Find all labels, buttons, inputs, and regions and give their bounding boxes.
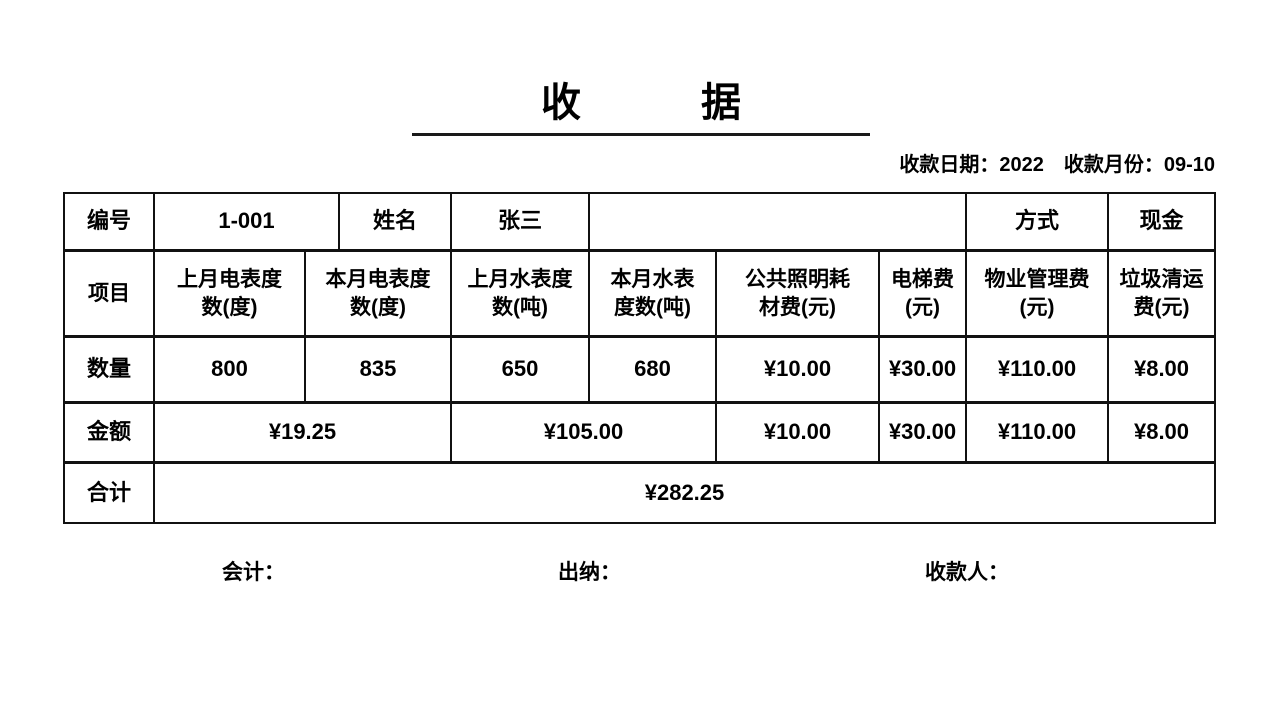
cell-amount-property-mgmt: ¥110.00 xyxy=(967,404,1109,461)
cell-amount-electricity: ¥19.25 xyxy=(155,404,452,461)
cell-qty-lighting: ¥10.00 xyxy=(717,338,880,401)
cell-item-water-curr: 本月水表 度数(吨) xyxy=(590,252,717,335)
receipt-date: 收款日期：2022 xyxy=(899,154,1044,176)
cell-method-value: 现金 xyxy=(1139,208,1184,234)
cell-amount-lighting: ¥10.00 xyxy=(717,404,880,461)
cell-item-elec-prev: 上月电表度 数(度) xyxy=(155,252,306,335)
cell-total-value: ¥282.25 xyxy=(644,479,725,505)
cell-qty-water-prev: 650 xyxy=(452,338,590,401)
cell-qty-elec-curr: 835 xyxy=(306,338,452,401)
cell-name-value: 张三 xyxy=(452,194,590,249)
table-row-quantity: 数量 800 835 650 680 ¥10.00 ¥30.00 ¥110.00… xyxy=(65,338,1214,404)
table-row-total: 合计 ¥282.25 xyxy=(65,464,1214,522)
cell-amount-elevator: ¥30.00 xyxy=(880,404,967,461)
cell-item-lighting: 公共照明耗 材费(元) xyxy=(717,252,880,335)
cell-item-garbage: 垃圾清运 费(元) xyxy=(1119,268,1204,319)
cell-qty-elec-prev: 800 xyxy=(155,338,306,401)
table-row-amount: 金额 ¥19.25 ¥105.00 ¥10.00 ¥30.00 ¥110.00 … xyxy=(65,404,1214,464)
cell-id-value: 1-001 xyxy=(155,194,340,249)
cell-item-elevator: 电梯费 (元) xyxy=(880,252,967,335)
cell-item-property-mgmt: 物业管理费 (元) xyxy=(967,252,1109,335)
cell-item-water-prev: 上月水表度 数(吨) xyxy=(452,252,590,335)
cell-id-label: 编号 xyxy=(65,194,155,249)
table-row-info: 编号 1-001 姓名 张三 方式 现金 xyxy=(65,194,1214,252)
cell-total-label: 合计 xyxy=(65,464,155,522)
cell-qty-elevator: ¥30.00 xyxy=(880,338,967,401)
cell-amount-garbage: ¥8.00 xyxy=(1133,419,1190,445)
cell-items-label: 项目 xyxy=(65,252,155,335)
cell-name-label: 姓名 xyxy=(340,194,452,249)
cell-method-label: 方式 xyxy=(967,194,1109,249)
table-row-items: 项目 上月电表度 数(度) 本月电表度 数(度) 上月水表度 数(吨) 本月水表… xyxy=(65,252,1214,338)
cell-qty-label: 数量 xyxy=(65,338,155,401)
cell-amount-water: ¥105.00 xyxy=(452,404,717,461)
cashier-signature-label: 出纳： xyxy=(558,561,621,584)
date-line: 收款日期：2022 收款月份：09-10 xyxy=(899,148,1215,177)
receipt-title: 收 据 xyxy=(541,81,741,125)
cell-blank xyxy=(590,194,967,249)
cell-qty-garbage: ¥8.00 xyxy=(1133,356,1190,382)
receipt-title-block: 收 据 xyxy=(412,80,870,136)
receipt-month: 收款月份：09-10 xyxy=(1063,154,1215,176)
payee-signature-label: 收款人： xyxy=(925,561,1009,584)
cell-item-elec-curr: 本月电表度 数(度) xyxy=(306,252,452,335)
accountant-signature-label: 会计： xyxy=(222,561,285,584)
cell-amount-label: 金额 xyxy=(65,404,155,461)
cell-qty-water-curr: 680 xyxy=(590,338,717,401)
receipt-table: 编号 1-001 姓名 张三 方式 现金 项目 上月电表度 数(度) 本月电表度… xyxy=(63,192,1216,524)
cell-qty-property-mgmt: ¥110.00 xyxy=(967,338,1109,401)
